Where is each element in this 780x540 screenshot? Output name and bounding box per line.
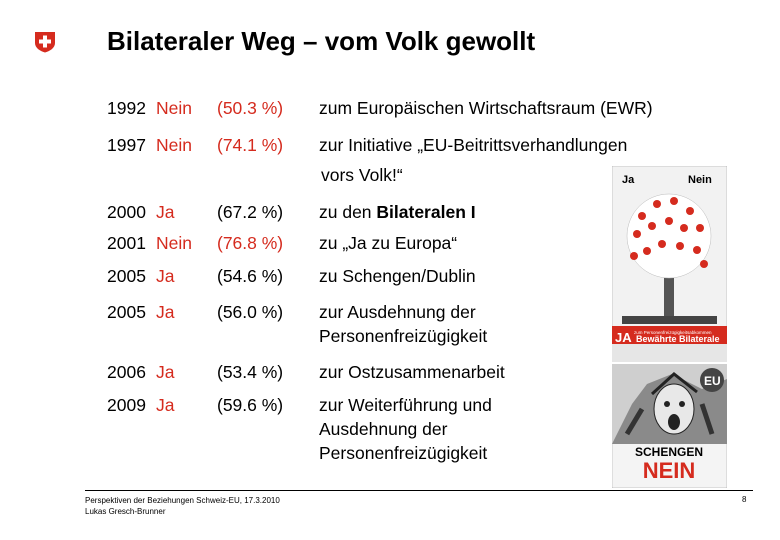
vote-description-continued: Personenfreizügigkeit bbox=[319, 326, 488, 346]
vote-percent: (56.0 %) bbox=[217, 302, 284, 322]
vote-percent: (76.8 %) bbox=[217, 233, 284, 253]
vote-percent: (59.6 %) bbox=[217, 395, 284, 415]
page-title: Bilateraler Weg – vom Volk gewollt bbox=[107, 26, 536, 56]
poster-nein-text: NEIN bbox=[643, 458, 696, 483]
poster-banner-small: zum Personenfreizügigkeitsabkommen bbox=[634, 330, 712, 335]
vote-year: 1992 bbox=[107, 98, 146, 118]
vote-description-text: zur Initiative „EU-Beitrittsverhandlunge… bbox=[319, 135, 628, 155]
footer-presentation: Perspektiven der Beziehungen Schweiz-EU,… bbox=[85, 496, 280, 505]
vote-percent: (54.6 %) bbox=[217, 266, 284, 286]
poster-banner-text: Bewährte Bilaterale bbox=[636, 334, 720, 344]
vote-year: 2006 bbox=[107, 362, 146, 382]
vote-year: 2001 bbox=[107, 233, 146, 253]
vote-percent: (53.4 %) bbox=[217, 362, 284, 382]
vote-description-continued: vors Volk!“ bbox=[321, 165, 403, 185]
vote-description-continued: Ausdehnung der bbox=[319, 419, 448, 439]
footer-divider bbox=[85, 490, 753, 491]
vote-description-continued: Personenfreizügigkeit bbox=[319, 443, 488, 463]
page-number: 8 bbox=[742, 495, 747, 504]
vote-percent: (67.2 %) bbox=[217, 202, 284, 222]
vote-description: zum Europäischen Wirtschaftsraum (EWR) bbox=[319, 96, 653, 120]
vote-percent: (74.1 %) bbox=[217, 135, 284, 155]
vote-description: zu Schengen/Dublin bbox=[319, 264, 476, 288]
footer-author: Lukas Gresch-Brunner bbox=[85, 507, 166, 516]
vote-result: Ja bbox=[156, 202, 175, 222]
vote-description-text: zur Ausdehnung der bbox=[319, 302, 476, 322]
vote-result: Nein bbox=[156, 98, 192, 118]
vote-description-text: zur Weiterführung und bbox=[319, 395, 492, 415]
swiss-cross-icon bbox=[35, 32, 55, 53]
vote-description: zu den Bilateralen I bbox=[319, 200, 476, 224]
footer: Perspektiven der Beziehungen Schweiz-EU,… bbox=[85, 495, 280, 517]
vote-description-text: zu Schengen/Dublin bbox=[319, 266, 476, 286]
vote-result: Nein bbox=[156, 233, 192, 253]
poster-ja-bilaterale: Ja Nein zum Personenfreizügigkeitsabkomm… bbox=[612, 166, 727, 362]
vote-result: Ja bbox=[156, 395, 175, 415]
poster-label-nein: Nein bbox=[688, 174, 712, 186]
vote-year: 2005 bbox=[107, 266, 146, 286]
vote-description-text: zur Ostzusammenarbeit bbox=[319, 362, 505, 382]
vote-result: Nein bbox=[156, 135, 192, 155]
vote-percent: (50.3 %) bbox=[217, 98, 284, 118]
vote-description: zur Ausdehnung der Personenfreizügigkeit bbox=[319, 300, 487, 348]
poster-label-ja: Ja bbox=[622, 174, 635, 186]
vote-description: zur Ostzusammenarbeit bbox=[319, 360, 505, 384]
vote-result: Ja bbox=[156, 302, 175, 322]
vote-description: zur Weiterführung und Ausdehnung der Perso… bbox=[319, 393, 492, 465]
vote-description-bold: Bilateralen I bbox=[376, 202, 476, 222]
vote-description-text: zu den bbox=[319, 202, 377, 222]
vote-year: 2009 bbox=[107, 395, 146, 415]
poster-eu-label: EU bbox=[704, 374, 721, 388]
vote-description-text: zu „Ja zu Europa“ bbox=[319, 233, 458, 253]
vote-description-text: zum Europäischen Wirtschaftsraum (EWR) bbox=[319, 98, 653, 118]
vote-year: 1997 bbox=[107, 135, 146, 155]
poster-schengen-text: SCHENGEN bbox=[635, 445, 703, 459]
vote-result: Ja bbox=[156, 266, 175, 286]
vote-description: zu „Ja zu Europa“ bbox=[319, 231, 457, 255]
vote-year: 2005 bbox=[107, 302, 146, 322]
vote-description: zur Initiative „EU-Beitrittsverhandlunge… bbox=[319, 133, 627, 187]
vote-year: 2000 bbox=[107, 202, 146, 222]
poster-schengen-nein: EU SCHENGEN NEIN bbox=[612, 364, 727, 488]
poster-banner-ja: JA bbox=[615, 330, 632, 345]
vote-result: Ja bbox=[156, 362, 175, 382]
